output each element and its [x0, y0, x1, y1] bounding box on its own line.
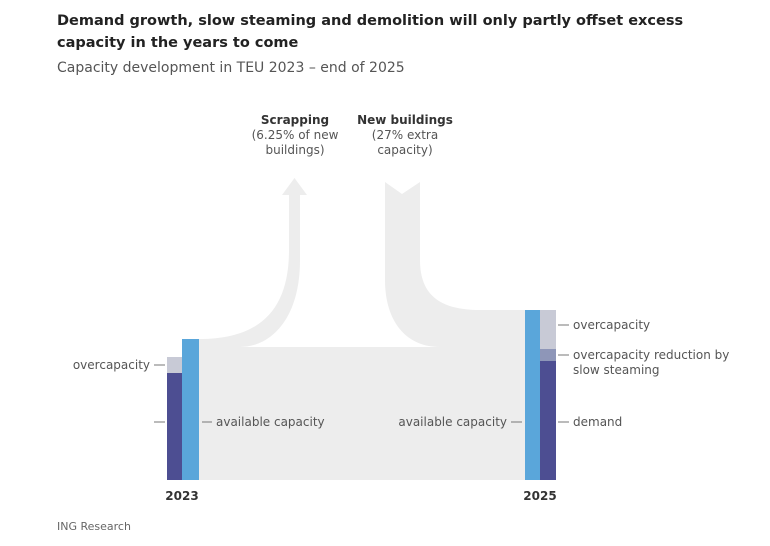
bar-2025-reduction — [540, 349, 556, 361]
bar-2025-demand — [540, 361, 556, 480]
scrapping-label: Scrapping — [261, 113, 329, 127]
year-2023: 2023 — [165, 489, 198, 503]
right-overcapacity-label: overcapacity — [573, 318, 650, 332]
new-buildings-label: New buildings — [357, 113, 453, 127]
right-available-label: available capacity — [398, 415, 507, 429]
year-2025: 2025 — [523, 489, 556, 503]
bar-2023-demand — [167, 373, 182, 480]
new-buildings-flow — [199, 182, 525, 480]
bar-2025-available — [525, 310, 540, 480]
chart-title: Demand growth, slow steaming and demolit… — [57, 13, 684, 51]
bar-2025-overcapacity — [540, 310, 556, 349]
bar-2023-available — [182, 339, 199, 480]
source-note: ING Research — [57, 520, 131, 533]
right-demand-label: demand — [573, 415, 622, 429]
left-available-label: available capacity — [216, 415, 325, 429]
new-buildings-note-2: capacity) — [377, 143, 432, 157]
left-overcapacity-label: overcapacity — [73, 358, 150, 372]
scrapping-note-1: (6.25% of new — [252, 128, 339, 142]
scrapping-note-2: buildings) — [266, 143, 325, 157]
scrapping-arrow — [199, 178, 307, 347]
right-reduction-label-2: slow steaming — [573, 363, 660, 377]
chart-subtitle: Capacity development in TEU 2023 – end o… — [57, 60, 405, 76]
new-buildings-note-1: (27% extra — [372, 128, 438, 142]
right-reduction-label-1: overcapacity reduction by — [573, 348, 729, 362]
bar-2023-overcapacity — [167, 357, 182, 373]
